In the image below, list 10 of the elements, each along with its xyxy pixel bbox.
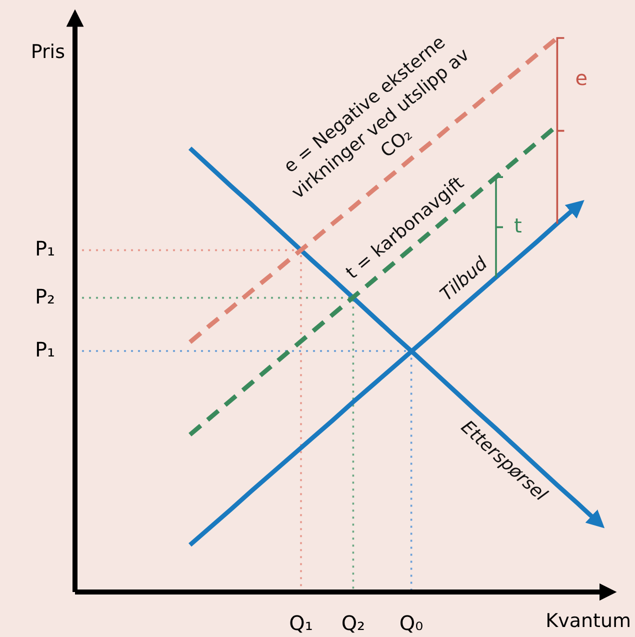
ref-line-label: P₁ bbox=[34, 236, 56, 261]
ref-line-label: P₁ bbox=[34, 337, 56, 362]
annotation: e bbox=[575, 66, 588, 90]
text: Q₁ bbox=[289, 611, 313, 635]
x-axis-title: Kvantum bbox=[546, 610, 631, 632]
ref-line-label: P₂ bbox=[34, 284, 56, 308]
text: Q₂ bbox=[341, 611, 366, 635]
text: Pris bbox=[30, 41, 65, 63]
text: Q₀ bbox=[399, 611, 424, 635]
annotation: t bbox=[514, 214, 522, 238]
